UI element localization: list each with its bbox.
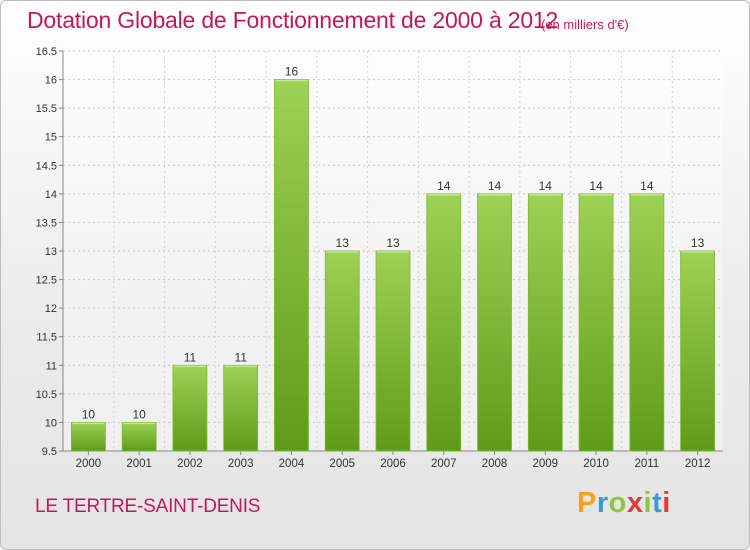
y-tick-label: 14 [45,189,57,201]
x-tick-label: 2007 [431,458,457,470]
bar [223,364,259,452]
commune-name: LE TERTRE-SAINT-DENIS [35,496,261,517]
brand-letter: r [596,487,609,519]
bar [426,193,462,452]
y-tick-label: 10.5 [36,389,57,401]
y-tick-label: 15.5 [36,103,57,115]
bar [680,250,716,452]
data-label: 10 [132,407,146,421]
data-label: 11 [184,350,197,364]
bar [578,193,614,452]
bars: 10 10 11 11 16 13 13 14 14 14 14 14 13 [70,65,716,452]
bar [70,422,106,452]
bar [172,364,208,452]
y-tick-label: 16 [45,75,57,87]
y-tick-label: 13 [45,246,57,258]
chart-unit: (en milliers d'€) [541,17,629,32]
x-tick-label: 2006 [380,458,406,470]
x-tick-label: 2003 [228,458,254,470]
chart-title: Dotation Globale de Fonctionnement de 20… [27,7,559,33]
brand-letter: t [652,487,663,519]
x-tick-label: 2012 [685,458,711,470]
x-tick-label: 2011 [634,458,659,470]
bar [121,422,157,452]
y-tick-label: 11 [46,360,57,372]
data-label: 14 [640,179,654,193]
brand-letter: x [626,487,644,519]
data-label: 14 [539,179,553,193]
x-tick-label: 2005 [329,458,355,470]
x-tick-label: 2001 [126,458,152,470]
x-tick-label: 2002 [177,458,203,470]
y-tick-label: 12.5 [36,275,57,287]
x-tick-label: 2000 [76,458,102,470]
brand-letter: i [662,487,671,519]
bar [324,250,360,452]
x-tick-label: 2010 [583,458,609,470]
y-tick-label: 10 [45,417,57,429]
data-label: 14 [488,179,502,193]
data-label: 13 [691,236,705,250]
y-tick-label: 9.5 [42,446,57,458]
data-label: 13 [336,236,350,250]
y-tick-label: 16.5 [36,46,57,58]
brand-letter: i [643,487,653,519]
brand-letter: o [608,487,627,519]
bar [527,193,563,452]
data-label: 16 [285,65,299,79]
x-tick-label: 2004 [279,458,305,470]
x-tick-label: 2009 [533,458,559,470]
data-label: 10 [82,407,96,421]
bar [629,193,665,452]
y-tick-label: 12 [45,303,57,315]
y-tick-label: 14.5 [36,160,57,172]
y-tick-label: 11.5 [36,332,57,344]
data-label: 14 [437,179,451,193]
data-label: 11 [234,350,247,364]
bar [375,250,411,452]
bar [477,193,512,452]
bar [274,79,309,452]
x-tick-label: 2008 [482,458,508,470]
data-label: 13 [386,236,400,250]
data-label: 14 [589,179,603,193]
y-tick-label: 13.5 [36,217,57,229]
brand-letter: P [577,487,597,519]
proxiti-logo[interactable]: Proxiti [577,487,671,520]
y-tick-label: 15 [45,132,57,144]
